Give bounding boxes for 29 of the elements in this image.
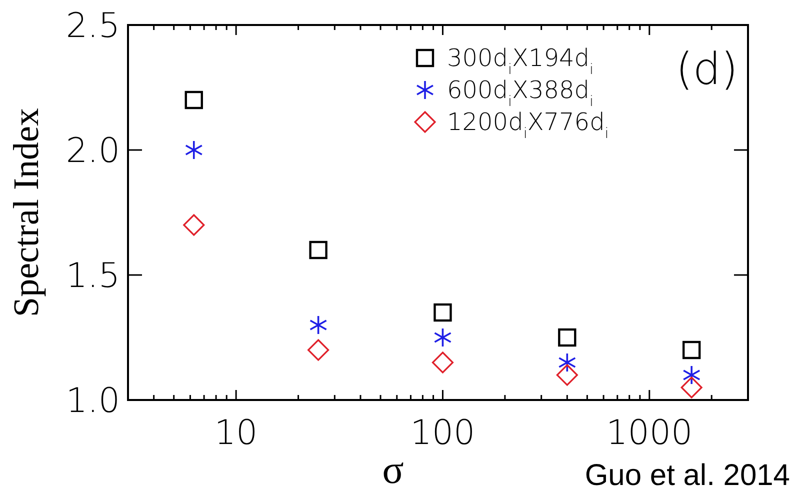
y-tick-label: 2.5	[66, 6, 120, 46]
annotation: (d)	[676, 44, 738, 95]
point	[682, 365, 700, 385]
x-tick-label: 100	[410, 413, 476, 453]
point	[432, 352, 454, 374]
point	[434, 328, 452, 348]
x-tick-label: 10	[214, 413, 258, 453]
legend-label: 1200d$_{i}$X776d$_{i}$	[447, 108, 609, 142]
y-axis-title: Spectral Index	[6, 108, 46, 317]
y-tick-label: 1.0	[66, 381, 120, 421]
point	[558, 328, 576, 347]
point	[309, 315, 328, 335]
text: Guo et al. 2014	[584, 459, 790, 492]
point	[184, 90, 203, 110]
legend-label: 600d$_{i}$X388d$_{i}$	[447, 76, 594, 110]
x-axis-title: σ	[382, 447, 404, 492]
point	[183, 214, 205, 236]
point	[680, 376, 702, 398]
point	[682, 340, 701, 360]
point	[309, 240, 328, 260]
point	[434, 303, 452, 322]
point	[184, 140, 203, 160]
x-tick-label: 1000	[606, 413, 693, 453]
point	[556, 364, 578, 386]
y-tick-label: 2.0	[66, 131, 120, 171]
legend-label: 300d$_{i}$X194d$_{i}$	[447, 44, 594, 78]
point	[558, 352, 576, 372]
y-tick-label: 1.5	[66, 256, 120, 296]
point	[308, 339, 330, 361]
